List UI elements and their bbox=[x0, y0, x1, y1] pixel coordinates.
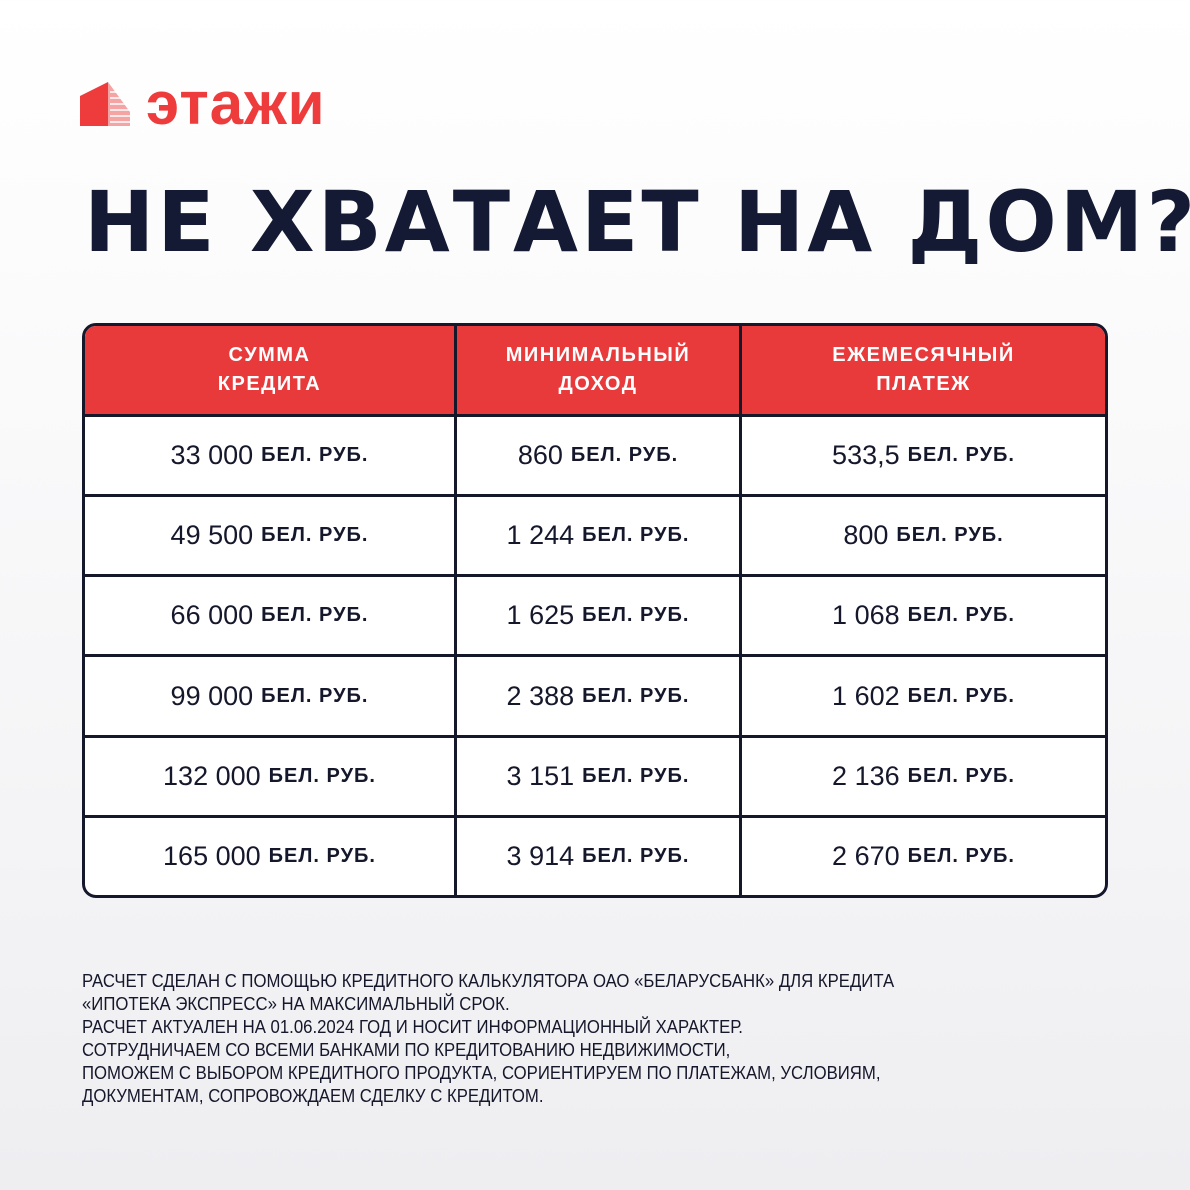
cell-value: 533,5 bbox=[832, 440, 900, 471]
cell-monthly-payment: 533,5 БЕЛ. РУБ. bbox=[739, 414, 1105, 495]
cell-unit: БЕЛ. РУБ. bbox=[582, 844, 690, 867]
header-monthly-payment: ЕЖЕМЕСЯЧНЫЙ ПЛАТЕЖ bbox=[739, 326, 1105, 414]
cell-unit: БЕЛ. РУБ. bbox=[261, 684, 369, 707]
cell-loan-amount: 49 500 БЕЛ. РУБ. bbox=[85, 494, 454, 574]
cell-value: 800 bbox=[843, 520, 889, 551]
cell-min-income: 1 625 БЕЛ. РУБ. bbox=[454, 574, 739, 655]
brand-logo: этажи bbox=[80, 74, 326, 134]
cell-loan-amount: 165 000 БЕЛ. РУБ. bbox=[85, 814, 454, 895]
cell-value: 1 244 bbox=[506, 520, 575, 551]
cell-min-income: 3 914 БЕЛ. РУБ. bbox=[454, 814, 739, 895]
cell-value: 3 151 bbox=[506, 760, 575, 791]
cell-value: 132 000 bbox=[163, 760, 261, 791]
cell-unit: БЕЛ. РУБ. bbox=[582, 524, 690, 547]
cell-min-income: 2 388 БЕЛ. РУБ. bbox=[454, 654, 739, 735]
cell-monthly-payment: 1 602 БЕЛ. РУБ. bbox=[739, 654, 1105, 735]
cell-value: 1 602 bbox=[832, 680, 900, 711]
credit-table: СУММА КРЕДИТА МИНИМАЛЬНЫЙ ДОХОД ЕЖЕМЕСЯЧ… bbox=[82, 323, 1108, 898]
brand-name: этажи bbox=[146, 70, 326, 137]
cell-value: 2 388 bbox=[506, 680, 575, 711]
cell-value: 99 000 bbox=[170, 680, 254, 711]
cell-value: 3 914 bbox=[506, 840, 575, 871]
building-icon bbox=[80, 82, 130, 126]
cell-loan-amount: 132 000 БЕЛ. РУБ. bbox=[85, 734, 454, 815]
cell-unit: БЕЛ. РУБ. bbox=[261, 604, 369, 627]
cell-value: 33 000 bbox=[170, 440, 254, 471]
cell-monthly-payment: 800 БЕЛ. РУБ. bbox=[739, 494, 1105, 575]
cell-min-income: 1 244 БЕЛ. РУБ. bbox=[454, 494, 739, 575]
cell-unit: БЕЛ. РУБ. bbox=[582, 764, 690, 787]
disclaimer-line: «ИПОТЕКА ЭКСПРЕСС» НА МАКСИМАЛЬНЫЙ СРОК. bbox=[82, 994, 510, 1014]
disclaimer-line: ПОМОЖЕМ С ВЫБОРОМ КРЕДИТНОГО ПРОДУКТА, С… bbox=[82, 1063, 881, 1083]
cell-unit: БЕЛ. РУБ. bbox=[907, 444, 1015, 467]
cell-unit: БЕЛ. РУБ. bbox=[907, 684, 1015, 707]
cell-loan-amount: 99 000 БЕЛ. РУБ. bbox=[85, 654, 454, 734]
cell-unit: БЕЛ. РУБ. bbox=[896, 524, 1004, 547]
cell-value: 165 000 bbox=[163, 840, 261, 871]
cell-unit: БЕЛ. РУБ. bbox=[261, 444, 369, 467]
cell-min-income: 860 БЕЛ. РУБ. bbox=[454, 414, 739, 495]
cell-unit: БЕЛ. РУБ. bbox=[268, 764, 376, 787]
disclaimer-line: ДОКУМЕНТАМ, СОПРОВОЖДАЕМ СДЕЛКУ С КРЕДИТ… bbox=[82, 1086, 544, 1106]
cell-value: 1 068 bbox=[832, 600, 900, 631]
cell-min-income: 3 151 БЕЛ. РУБ. bbox=[454, 734, 739, 815]
cell-loan-amount: 66 000 БЕЛ. РУБ. bbox=[85, 574, 454, 654]
cell-value: 2 136 bbox=[832, 760, 900, 791]
cell-unit: БЕЛ. РУБ. bbox=[907, 604, 1015, 627]
cell-unit: БЕЛ. РУБ. bbox=[907, 764, 1015, 787]
cell-value: 49 500 bbox=[170, 520, 254, 551]
cell-unit: БЕЛ. РУБ. bbox=[582, 684, 690, 707]
header-loan-amount: СУММА КРЕДИТА bbox=[85, 326, 454, 414]
cell-value: 2 670 bbox=[832, 840, 900, 871]
page-title: НЕ ХВАТАЕТ НА ДОМ? bbox=[84, 173, 1190, 271]
disclaimer-line: РАСЧЕТ СДЕЛАН С ПОМОЩЬЮ КРЕДИТНОГО КАЛЬК… bbox=[82, 971, 895, 991]
cell-value: 860 bbox=[517, 440, 563, 471]
disclaimer-line: РАСЧЕТ АКТУАЛЕН НА 01.06.2024 ГОД И НОСИ… bbox=[82, 1017, 743, 1037]
header-min-income: МИНИМАЛЬНЫЙ ДОХОД bbox=[454, 326, 739, 414]
cell-unit: БЕЛ. РУБ. bbox=[582, 604, 690, 627]
disclaimer-line: СОТРУДНИЧАЕМ СО ВСЕМИ БАНКАМИ ПО КРЕДИТО… bbox=[82, 1040, 731, 1060]
cell-monthly-payment: 1 068 БЕЛ. РУБ. bbox=[739, 574, 1105, 655]
cell-monthly-payment: 2 136 БЕЛ. РУБ. bbox=[739, 734, 1105, 815]
cell-loan-amount: 33 000 БЕЛ. РУБ. bbox=[85, 414, 454, 494]
cell-unit: БЕЛ. РУБ. bbox=[268, 844, 376, 867]
cell-unit: БЕЛ. РУБ. bbox=[907, 844, 1015, 867]
cell-unit: БЕЛ. РУБ. bbox=[570, 444, 679, 467]
cell-value: 66 000 bbox=[170, 600, 254, 631]
disclaimer: РАСЧЕТ СДЕЛАН С ПОМОЩЬЮ КРЕДИТНОГО КАЛЬК… bbox=[82, 970, 894, 1108]
cell-value: 1 625 bbox=[506, 600, 575, 631]
cell-unit: БЕЛ. РУБ. bbox=[261, 524, 369, 547]
cell-monthly-payment: 2 670 БЕЛ. РУБ. bbox=[739, 814, 1105, 895]
